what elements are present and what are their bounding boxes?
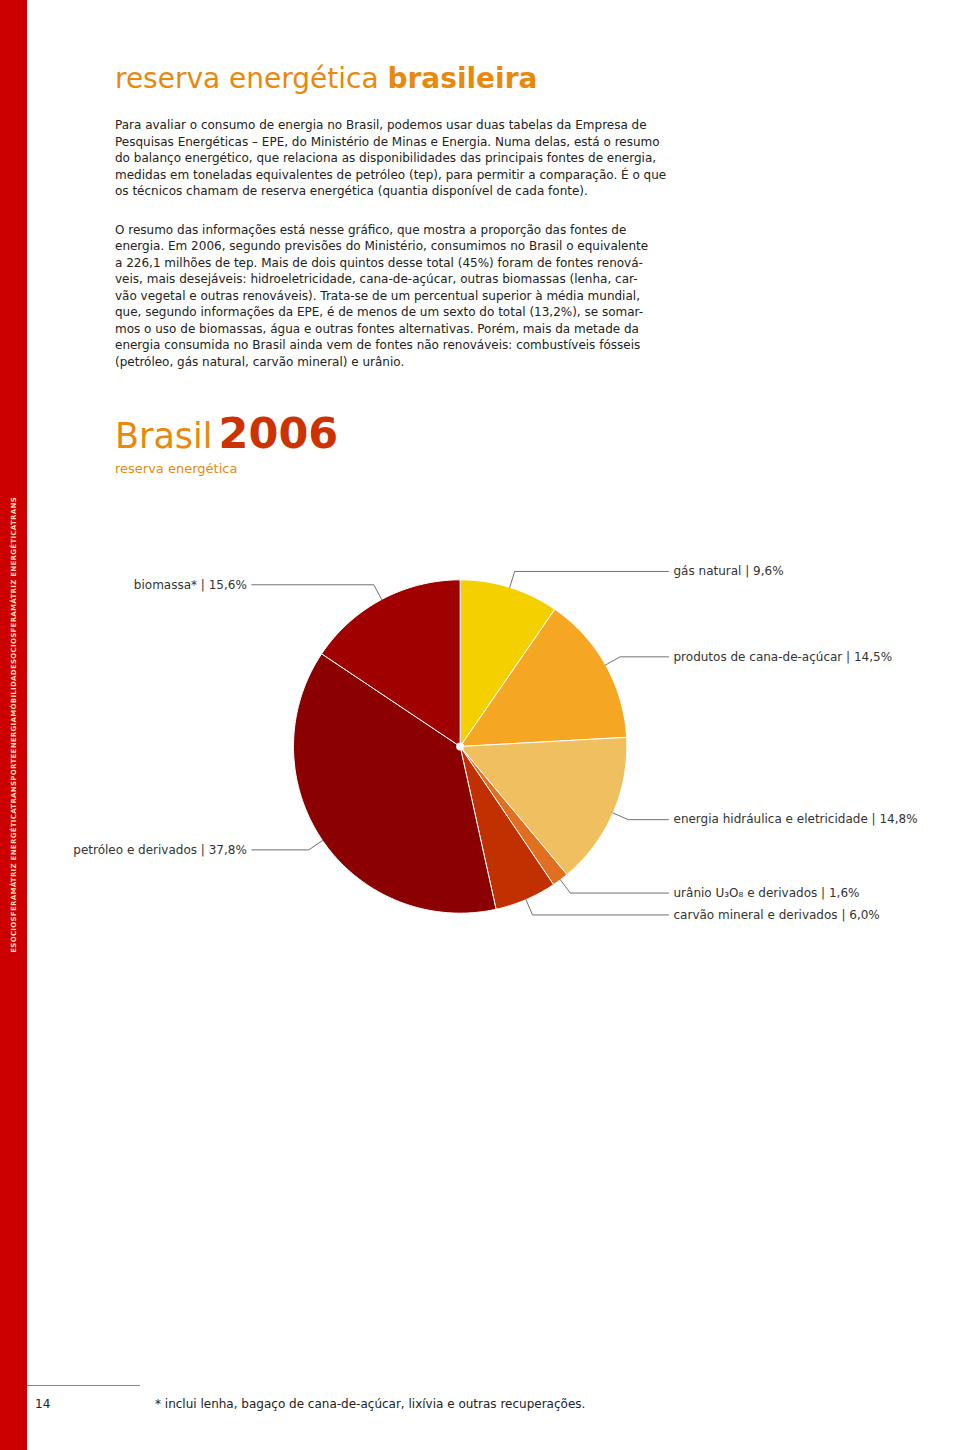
html-text:veis, mais desejáveis: hidroel: veis, mais desejáveis: hidroeletricidade… (115, 272, 638, 286)
html-text:mos o uso de biomassas, água e: mos o uso de biomassas, água e outras fo… (115, 321, 639, 336)
html-text:energia. Em 2006, segundo prev: energia. Em 2006, segundo previsões do M… (115, 239, 649, 253)
html-text:Pesquisas Energéticas – EPE, d: Pesquisas Energéticas – EPE, do Ministér… (115, 134, 660, 149)
svg-text:carvão mineral e derivados | 6: carvão mineral e derivados | 6,0% (674, 908, 880, 922)
svg-text:produtos de cana-de-açúcar | 1: produtos de cana-de-açúcar | 14,5% (674, 650, 893, 664)
html-text:* inclui lenha, bagaço de cana: * inclui lenha, bagaço de cana-de-açúcar… (155, 1397, 586, 1411)
svg-text:petróleo e derivados | 37,8%: petróleo e derivados | 37,8% (73, 843, 247, 857)
html-text:energia consumida no Brasil ai: energia consumida no Brasil ainda vem de… (115, 338, 641, 352)
html-text:14: 14 (35, 1397, 51, 1411)
html-text:(petróleo, gás natural, carvão: (petróleo, gás natural, carvão mineral) … (115, 354, 405, 369)
html-text:do balanço energético, que rel: do balanço energético, que relaciona as … (115, 151, 657, 165)
svg-text:energia hidráulica e eletricid: energia hidráulica e eletricidade | 14,8… (674, 813, 918, 827)
html-text:Brasil2006: Brasil2006 (115, 408, 339, 458)
html-text:os técnicos chamam de reserva: os técnicos chamam de reserva energética… (115, 184, 588, 198)
svg-text:gás natural | 9,6%: gás natural | 9,6% (674, 565, 784, 579)
html-text:reserva energética brasileira: reserva energética brasileira (115, 62, 538, 95)
html-text:ESOCIOSFERAMÁTRIZ ENERGÉTICATR: ESOCIOSFERAMÁTRIZ ENERGÉTICATRANSPORTEEN… (9, 497, 18, 953)
html-text:reserva energética: reserva energética (115, 461, 238, 477)
html-text:medidas em toneladas equivalen: medidas em toneladas equivalentes de pet… (115, 167, 667, 182)
svg-text:urânio U₃O₈ e derivados | 1,6%: urânio U₃O₈ e derivados | 1,6% (674, 886, 860, 900)
html-text:O resumo das informações está: O resumo das informações está nesse gráf… (115, 222, 627, 237)
svg-text:biomassa* | 15,6%: biomassa* | 15,6% (134, 578, 247, 592)
html-text:a 226,1 milhões de tep. Mais d: a 226,1 milhões de tep. Mais de dois qui… (115, 255, 643, 270)
html-text:que, segundo informações da EP: que, segundo informações da EPE, é de me… (115, 305, 644, 319)
html-text:Para avaliar o consumo de ener: Para avaliar o consumo de energia no Bra… (115, 118, 647, 132)
html-text:vão vegetal e outras renovávei: vão vegetal e outras renováveis). Trata-… (115, 288, 640, 303)
